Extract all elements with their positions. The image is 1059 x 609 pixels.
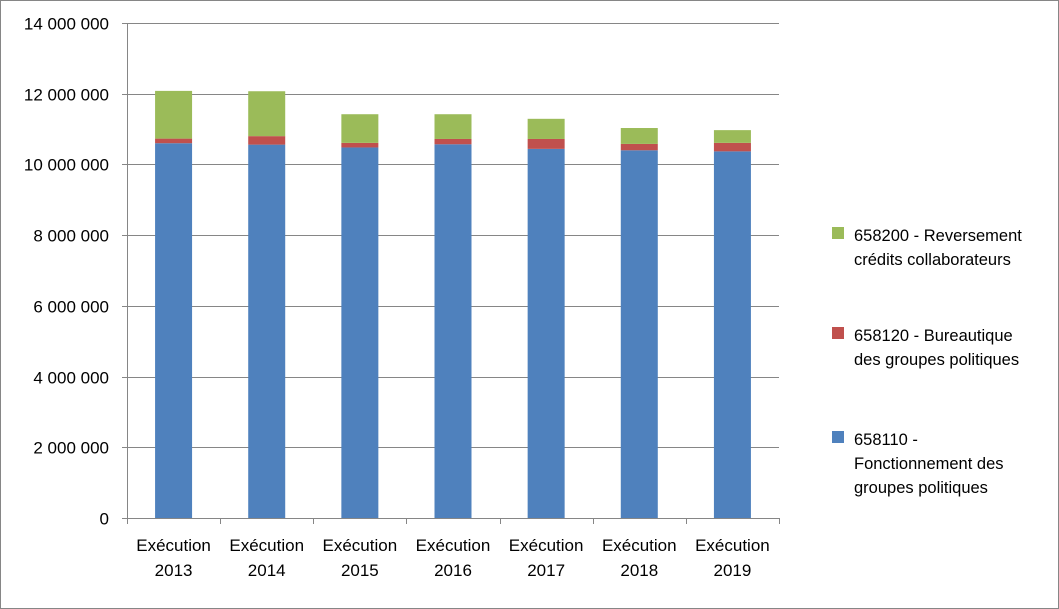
bar-segment (341, 114, 379, 143)
x-tick-label: Exécution (695, 536, 770, 555)
bar-segment (341, 147, 379, 518)
bars (155, 90, 751, 519)
bar-segment (713, 130, 751, 143)
legend-swatch (832, 327, 844, 339)
x-tick-label: 2016 (434, 561, 472, 580)
x-tick-label: 2013 (155, 561, 193, 580)
x-tick-label: Exécution (229, 536, 304, 555)
axes (122, 23, 780, 524)
y-tick-label: 6 000 000 (33, 298, 109, 317)
y-tick-label: 8 000 000 (33, 227, 109, 246)
bar-segment (527, 118, 565, 139)
bar-segment (527, 148, 565, 518)
legend-label: des groupes politiques (854, 351, 1019, 369)
x-tick-label: 2018 (620, 561, 658, 580)
bar-segment (620, 143, 658, 151)
x-tick-label: 2014 (248, 561, 286, 580)
bar-segment (620, 150, 658, 519)
bar-segment (248, 144, 286, 518)
bar-segment (713, 151, 751, 518)
y-tick-label: 2 000 000 (33, 439, 109, 458)
y-tick-label: 10 000 000 (24, 156, 109, 175)
x-tick-label: Exécution (136, 536, 211, 555)
bar-segment (434, 114, 472, 139)
y-tick-label: 12 000 000 (24, 86, 109, 105)
x-tick-label: Exécution (509, 536, 584, 555)
bar-segment (434, 144, 472, 518)
y-axis-tick-labels: 0 2 000 000 4 000 000 6 000 000 8 000 000 10 … (24, 15, 109, 529)
x-axis-tick-labels: Exécution 2013 Exécution 2014 Exécution 2015 E… (136, 536, 770, 580)
x-tick-label: 2015 (341, 561, 379, 580)
x-tick-label: 2017 (527, 561, 565, 580)
bar-segment (527, 138, 565, 149)
legend-swatch (832, 431, 844, 443)
legend: 658200 - Reversement crédits collaborateu… (832, 227, 1022, 497)
bar-segment (155, 90, 193, 139)
legend-label: Fonctionnement des (854, 455, 1004, 473)
y-tick-label: 0 (100, 510, 109, 529)
bar-segment (155, 143, 193, 518)
bar-segment (341, 142, 379, 148)
y-tick-label: 4 000 000 (33, 369, 109, 388)
bar-segment (713, 142, 751, 152)
legend-label: 658120 - Bureautique (854, 327, 1013, 345)
legend-label: 658200 - Reversement (854, 227, 1022, 245)
x-tick-label: 2019 (714, 561, 752, 580)
legend-label: groupes politiques (854, 479, 988, 497)
bar-segment (155, 138, 193, 144)
bar-segment (248, 136, 286, 145)
legend-label: crédits collaborateurs (854, 251, 1011, 269)
x-tick-label: Exécution (602, 536, 677, 555)
bar-segment (248, 91, 286, 137)
bar-segment (434, 138, 472, 145)
x-tick-label: Exécution (416, 536, 491, 555)
y-tick-label: 14 000 000 (24, 15, 109, 34)
bar-segment (620, 128, 658, 144)
legend-label: 658110 - (854, 431, 918, 449)
x-tick-label: Exécution (323, 536, 398, 555)
legend-swatch (832, 227, 844, 239)
